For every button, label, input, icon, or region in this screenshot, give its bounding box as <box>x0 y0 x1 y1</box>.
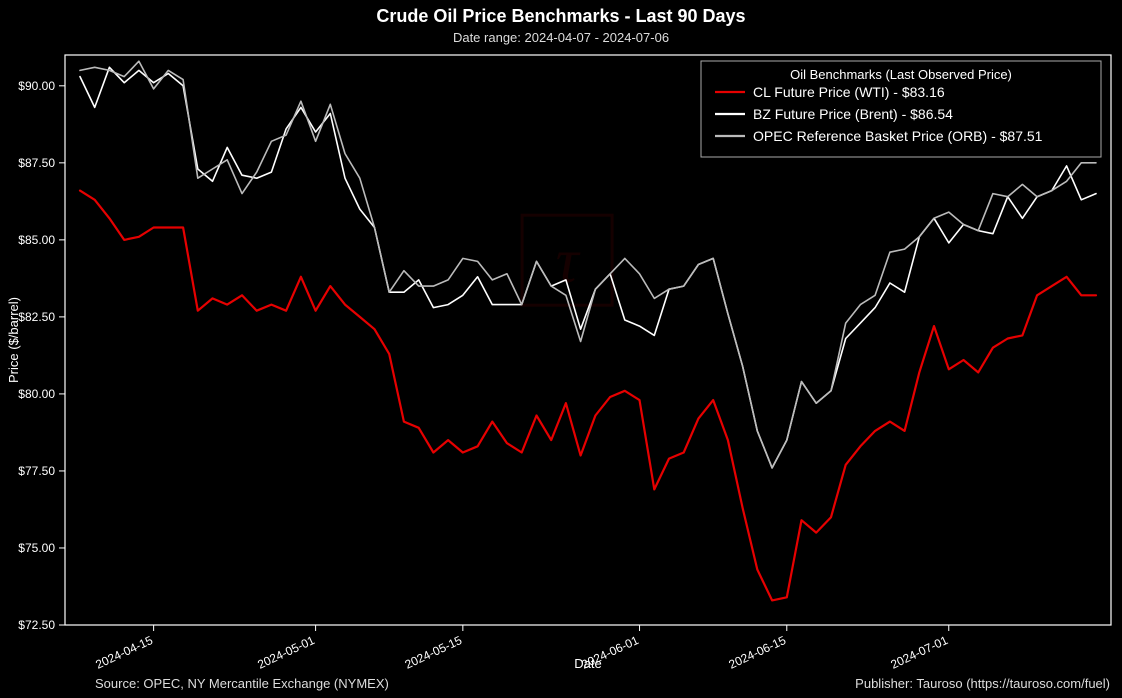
legend-label: OPEC Reference Basket Price (ORB) - $87.… <box>753 128 1043 144</box>
footer-publisher: Publisher: Tauroso (https://tauroso.com/… <box>855 676 1110 691</box>
chart-subtitle: Date range: 2024-04-07 - 2024-07-06 <box>453 30 669 45</box>
chart-svg: Crude Oil Price Benchmarks - Last 90 Day… <box>0 0 1122 698</box>
y-tick-label: $82.50 <box>18 310 55 324</box>
legend-label: CL Future Price (WTI) - $83.16 <box>753 84 945 100</box>
x-tick-label: 2024-07-01 <box>888 633 950 672</box>
chart-container: Crude Oil Price Benchmarks - Last 90 Day… <box>0 0 1122 698</box>
chart-title: Crude Oil Price Benchmarks - Last 90 Day… <box>376 6 745 26</box>
footer-source: Source: OPEC, NY Mercantile Exchange (NY… <box>95 676 389 691</box>
y-tick-label: $85.00 <box>18 233 55 247</box>
x-tick-label: 2024-05-15 <box>403 633 465 672</box>
y-tick-label: $77.50 <box>18 464 55 478</box>
y-axis-label: Price ($/barrel) <box>6 297 21 383</box>
x-tick-label: 2024-05-01 <box>255 633 317 672</box>
y-tick-label: $75.00 <box>18 541 55 555</box>
y-tick-label: $72.50 <box>18 618 55 632</box>
legend-label: BZ Future Price (Brent) - $86.54 <box>753 106 953 122</box>
y-tick-label: $87.50 <box>18 156 55 170</box>
x-tick-label: 2024-04-15 <box>93 633 155 672</box>
watermark: τ <box>522 215 612 305</box>
x-tick-label: 2024-06-15 <box>726 633 788 672</box>
legend-title: Oil Benchmarks (Last Observed Price) <box>790 67 1012 82</box>
y-tick-label: $80.00 <box>18 387 55 401</box>
x-axis-label: Date <box>574 656 601 671</box>
legend: Oil Benchmarks (Last Observed Price) CL F… <box>701 61 1101 157</box>
y-tick-label: $90.00 <box>18 79 55 93</box>
series-line-wti <box>80 191 1096 601</box>
